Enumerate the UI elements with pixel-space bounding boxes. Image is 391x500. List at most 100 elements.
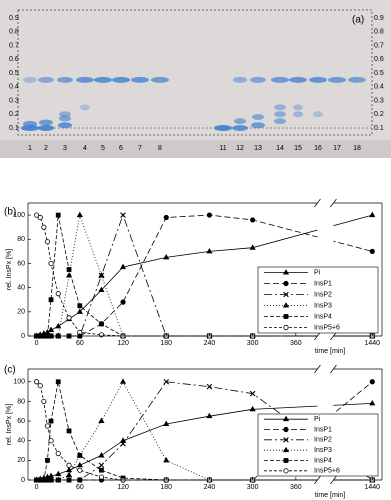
legend-label: InsP1 bbox=[314, 426, 332, 433]
spot bbox=[309, 76, 327, 83]
spot bbox=[21, 125, 39, 131]
legend-label: InsP3 bbox=[314, 302, 332, 309]
lane-label: 6 bbox=[119, 145, 123, 152]
series-line bbox=[36, 380, 373, 481]
marker bbox=[77, 453, 83, 458]
x-tick-label: 240 bbox=[204, 484, 216, 491]
break-mark bbox=[330, 198, 337, 208]
spot bbox=[57, 76, 73, 83]
rf-label: 0.1 bbox=[9, 125, 19, 132]
legend-label: Pi bbox=[314, 416, 321, 423]
spot bbox=[23, 120, 37, 127]
marker bbox=[44, 423, 51, 429]
spot bbox=[274, 118, 286, 125]
marker bbox=[98, 462, 105, 469]
lane-label: 17 bbox=[333, 145, 341, 152]
marker bbox=[65, 272, 73, 278]
lane-label: 14 bbox=[276, 145, 284, 152]
spot bbox=[293, 104, 303, 111]
legend-marker bbox=[283, 291, 289, 298]
spot bbox=[252, 114, 264, 120]
y-tick-label: 20 bbox=[17, 457, 25, 464]
marker bbox=[55, 476, 62, 482]
break-mark bbox=[314, 364, 321, 374]
legend-marker bbox=[283, 437, 289, 443]
marker bbox=[119, 378, 127, 384]
legend-label: InsP4 bbox=[314, 457, 332, 464]
marker bbox=[206, 412, 213, 419]
marker bbox=[98, 272, 105, 278]
marker bbox=[77, 467, 83, 473]
legend-label: InsP5+6 bbox=[314, 468, 340, 475]
y-tick-label: 40 bbox=[17, 284, 25, 291]
x-tick-label: 60 bbox=[76, 484, 84, 491]
spot bbox=[38, 76, 54, 83]
lane-label: 2 bbox=[44, 145, 48, 152]
series-line bbox=[36, 381, 373, 481]
y-tick-label: 80 bbox=[17, 236, 25, 243]
marker bbox=[76, 461, 83, 468]
spot bbox=[59, 115, 71, 122]
rf-label: 0.2 bbox=[374, 111, 384, 118]
legend-marker bbox=[283, 314, 289, 319]
x-axis-label: time [min] bbox=[315, 492, 345, 499]
lane-label: 1 bbox=[28, 145, 32, 152]
spot bbox=[38, 125, 54, 131]
marker bbox=[48, 297, 54, 303]
marker bbox=[249, 244, 256, 250]
spot bbox=[23, 76, 37, 83]
legend-label: InsP2 bbox=[314, 291, 332, 298]
y-tick-label: 40 bbox=[17, 438, 25, 445]
spot bbox=[234, 118, 246, 125]
spot bbox=[58, 122, 72, 129]
marker bbox=[119, 437, 127, 443]
legend-marker bbox=[283, 426, 289, 433]
x-tick-label: 0 bbox=[35, 340, 39, 347]
x-tick-label: 300 bbox=[247, 340, 259, 347]
marker bbox=[55, 450, 61, 457]
legend-label: InsP4 bbox=[314, 313, 332, 320]
marker bbox=[163, 378, 170, 385]
rf-label: 0.7 bbox=[9, 42, 19, 49]
marker bbox=[41, 398, 47, 405]
x-tick-label: 60 bbox=[76, 340, 84, 347]
marker bbox=[249, 405, 256, 412]
legend-label: InsP5+6 bbox=[314, 324, 340, 331]
rf-label: 0.5 bbox=[374, 70, 384, 77]
break-mark bbox=[330, 364, 337, 374]
panel-label: (a) bbox=[352, 15, 364, 26]
break-mark bbox=[330, 331, 337, 341]
marker bbox=[55, 332, 62, 338]
x-tick-label: 120 bbox=[117, 484, 129, 491]
marker bbox=[76, 211, 83, 218]
legend-marker bbox=[283, 324, 289, 331]
y-tick-label: 20 bbox=[17, 309, 25, 316]
marker bbox=[48, 260, 54, 267]
marker bbox=[55, 379, 61, 385]
marker bbox=[55, 291, 61, 297]
marker bbox=[47, 332, 55, 338]
rf-label: 0.3 bbox=[374, 97, 384, 104]
marker bbox=[66, 315, 72, 321]
legend-box bbox=[257, 413, 379, 477]
marker bbox=[48, 438, 54, 444]
break-mark bbox=[314, 475, 321, 485]
marker bbox=[55, 322, 62, 329]
marker bbox=[44, 476, 51, 482]
x-tick-label: 180 bbox=[160, 484, 172, 491]
marker bbox=[37, 214, 43, 221]
y-axis-label: rel. InsPx [%] bbox=[6, 249, 13, 290]
spot bbox=[131, 76, 149, 83]
x-tick-label: 1440 bbox=[364, 340, 380, 347]
lane-label: 18 bbox=[353, 145, 361, 152]
legend-marker bbox=[282, 415, 290, 422]
x-tick-label: 180 bbox=[160, 340, 172, 347]
spot bbox=[151, 76, 169, 83]
x-tick-label: 360 bbox=[290, 340, 302, 347]
marker bbox=[98, 417, 105, 424]
panel-label: (b) bbox=[4, 207, 16, 218]
rf-label: 0.7 bbox=[374, 42, 384, 49]
marker bbox=[120, 299, 126, 305]
x-tick-label: 240 bbox=[204, 340, 216, 347]
